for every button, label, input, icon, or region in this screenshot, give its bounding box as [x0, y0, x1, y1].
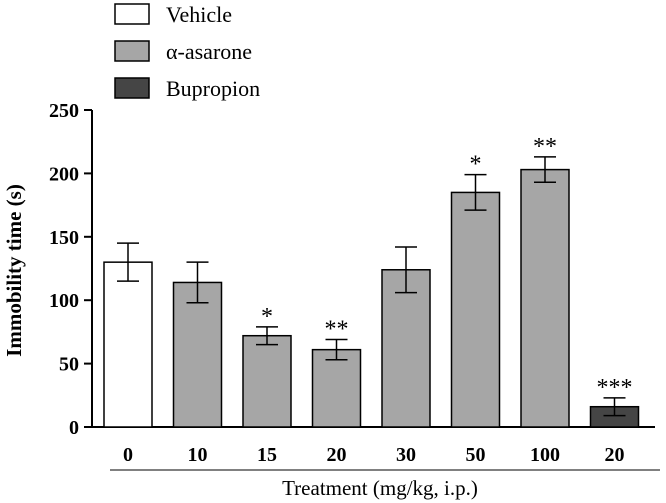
x-tick-label: 100	[530, 444, 560, 466]
significance-marker: *	[470, 152, 482, 178]
y-tick-label: 50	[59, 354, 79, 376]
legend-swatch	[114, 40, 150, 62]
bar	[103, 261, 153, 428]
error-bar	[117, 242, 139, 282]
error-bar	[603, 397, 626, 417]
legend-label: Vehicle	[166, 2, 232, 27]
y-tick-label: 100	[49, 290, 79, 312]
x-tick-label: 15	[257, 444, 277, 466]
x-axis-label: Treatment (mg/kg, i.p.)	[282, 476, 478, 500]
significance-marker: **	[325, 317, 349, 343]
x-tick-label: 30	[396, 444, 416, 466]
bar	[311, 348, 362, 428]
x-tick-label: 20	[605, 444, 625, 466]
error-bar	[534, 156, 556, 184]
y-axis: 0 50 100 150 200 250	[49, 100, 93, 439]
legend-swatch	[114, 77, 150, 99]
bar	[172, 281, 223, 428]
error-bar	[186, 261, 209, 304]
bar	[242, 334, 292, 428]
x-tick-label: 50	[466, 444, 486, 466]
legend-swatch	[114, 3, 150, 25]
x-tick-label: 0	[123, 444, 133, 466]
bars: * ********	[103, 134, 640, 428]
bar	[520, 168, 570, 428]
legend: Vehicle α-asarone Bupropion	[114, 2, 260, 101]
error-bar	[325, 338, 348, 361]
bar	[450, 191, 501, 428]
y-tick-label: 150	[49, 227, 79, 249]
bar	[381, 269, 431, 428]
significance-marker: ***	[597, 375, 633, 401]
legend-label: α-asarone	[166, 39, 252, 64]
significance-marker: *	[261, 304, 273, 330]
error-bar	[464, 173, 487, 211]
x-tick-label: 10	[188, 444, 208, 466]
legend-label: Bupropion	[166, 76, 260, 101]
x-tick-labels: 0 10 15 20 30 50 100 20	[123, 444, 625, 466]
y-axis-label: Immobility time (s)	[2, 184, 26, 357]
error-bar	[256, 326, 278, 346]
significance-marker: **	[533, 134, 557, 160]
error-bar	[395, 246, 417, 294]
x-tick-label: 20	[327, 444, 347, 466]
y-tick-label: 0	[69, 417, 79, 439]
y-tick-label: 250	[49, 100, 79, 122]
y-tick-label: 200	[49, 163, 79, 185]
